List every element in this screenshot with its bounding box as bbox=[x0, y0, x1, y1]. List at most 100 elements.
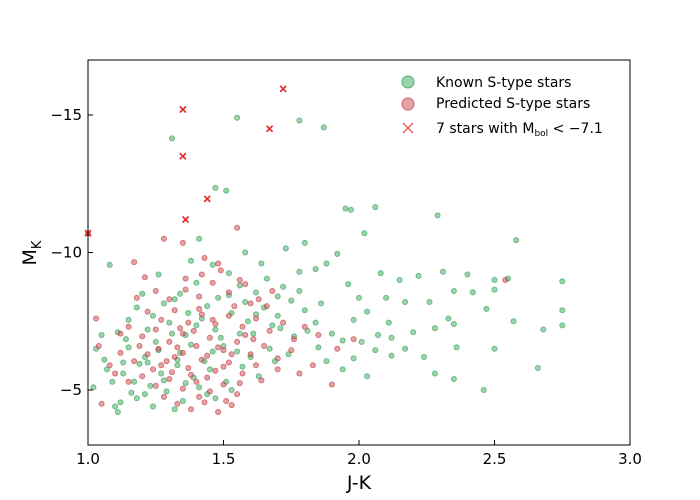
predicted-star-point bbox=[266, 327, 273, 334]
predicted-star-point bbox=[193, 342, 200, 349]
predicted-star-point bbox=[328, 381, 335, 388]
predicted-star-point bbox=[212, 367, 219, 374]
predicted-star-point bbox=[231, 303, 238, 310]
known-star-point bbox=[187, 341, 194, 348]
known-star-point bbox=[223, 187, 230, 194]
known-star-point bbox=[301, 239, 308, 246]
legend-marker-bright bbox=[402, 122, 414, 134]
known-star-point bbox=[450, 287, 457, 294]
known-star-point bbox=[236, 282, 243, 289]
known-star-point bbox=[160, 300, 167, 307]
known-star-point bbox=[185, 309, 192, 316]
known-star-point bbox=[540, 326, 547, 333]
predicted-star-point bbox=[198, 311, 205, 318]
predicted-star-point bbox=[220, 347, 227, 354]
predicted-star-point bbox=[225, 289, 232, 296]
predicted-star-point bbox=[168, 369, 175, 376]
known-star-point bbox=[263, 275, 270, 282]
predicted-star-point bbox=[171, 353, 178, 360]
legend-marker-known bbox=[401, 75, 415, 89]
predicted-star-point bbox=[228, 402, 235, 409]
legend-label-bright: 7 stars with Mbol < −7.1 bbox=[436, 121, 603, 139]
known-star-point bbox=[364, 373, 371, 380]
predicted-star-point bbox=[204, 374, 211, 381]
predicted-star-point bbox=[217, 267, 224, 274]
known-star-point bbox=[450, 375, 457, 382]
known-star-point bbox=[171, 406, 178, 413]
predicted-star-point bbox=[242, 281, 249, 288]
known-star-point bbox=[193, 322, 200, 329]
predicted-star-point bbox=[334, 345, 341, 352]
predicted-star-point bbox=[223, 397, 230, 404]
known-star-point bbox=[426, 298, 433, 305]
y-tick-label: −10 bbox=[50, 244, 82, 262]
known-star-point bbox=[277, 325, 284, 332]
predicted-star-point bbox=[152, 382, 159, 389]
predicted-star-point bbox=[187, 406, 194, 413]
known-star-point bbox=[431, 325, 438, 332]
known-star-point bbox=[445, 315, 452, 322]
known-star-point bbox=[491, 286, 498, 293]
known-star-point bbox=[166, 319, 173, 326]
predicted-star-point bbox=[179, 349, 186, 356]
predicted-star-point bbox=[209, 279, 216, 286]
known-star-point bbox=[377, 270, 384, 277]
known-star-point bbox=[285, 351, 292, 358]
known-star-point bbox=[296, 287, 303, 294]
predicted-star-point bbox=[206, 334, 213, 341]
predicted-star-point bbox=[163, 358, 170, 365]
predicted-star-point bbox=[261, 342, 268, 349]
known-star-point bbox=[374, 331, 381, 338]
known-star-point bbox=[209, 261, 216, 268]
predicted-star-point bbox=[247, 351, 254, 358]
predicted-star-point bbox=[141, 274, 148, 281]
known-star-point bbox=[215, 294, 222, 301]
x-tick-label: 1.5 bbox=[212, 450, 236, 468]
known-star-point bbox=[128, 389, 135, 396]
known-star-point bbox=[144, 326, 151, 333]
bright-star-marker bbox=[179, 152, 187, 160]
known-star-point bbox=[217, 334, 224, 341]
predicted-star-point bbox=[196, 305, 203, 312]
known-star-point bbox=[109, 378, 116, 385]
known-star-point bbox=[361, 230, 368, 237]
bright-star-marker bbox=[179, 105, 187, 114]
known-star-point bbox=[160, 377, 167, 384]
known-star-point bbox=[174, 362, 181, 369]
known-star-point bbox=[125, 344, 132, 351]
legend-label-known: Known S-type stars bbox=[436, 75, 571, 91]
known-star-point bbox=[114, 408, 121, 415]
known-star-point bbox=[410, 329, 417, 336]
predicted-star-point bbox=[301, 323, 308, 330]
known-star-point bbox=[141, 391, 148, 398]
predicted-star-point bbox=[228, 351, 235, 358]
bright-star-marker bbox=[279, 85, 287, 93]
predicted-star-point bbox=[185, 319, 192, 326]
predicted-star-point bbox=[269, 287, 276, 294]
known-star-point bbox=[269, 322, 276, 329]
ticks-layer: 1.0 1.5 2.0 2.5 3.0 −5 −10 −15 bbox=[50, 106, 642, 468]
predicted-star-point bbox=[255, 296, 262, 303]
known-star-point bbox=[280, 283, 287, 290]
known-star-point bbox=[155, 271, 162, 278]
known-star-point bbox=[434, 212, 441, 219]
predicted-star-point bbox=[225, 359, 232, 366]
known-star-point bbox=[345, 281, 352, 288]
predicted-star-point bbox=[125, 323, 132, 330]
predicted-star-point bbox=[296, 370, 303, 377]
known-star-point bbox=[388, 352, 395, 359]
known-star-point bbox=[136, 360, 143, 367]
known-star-point bbox=[315, 344, 322, 351]
known-star-point bbox=[491, 276, 498, 283]
known-star-point bbox=[296, 268, 303, 275]
predicted-star-point bbox=[234, 224, 241, 231]
predicted-star-point bbox=[206, 388, 213, 395]
predicted-star-point bbox=[502, 276, 509, 283]
known-star-point bbox=[364, 308, 371, 315]
known-star-point bbox=[350, 316, 357, 323]
predicted-star-point bbox=[95, 342, 102, 349]
known-star-point bbox=[204, 303, 211, 310]
predicted-star-point bbox=[112, 370, 119, 377]
predicted-star-point bbox=[152, 326, 159, 333]
predicted-star-point bbox=[193, 378, 200, 385]
